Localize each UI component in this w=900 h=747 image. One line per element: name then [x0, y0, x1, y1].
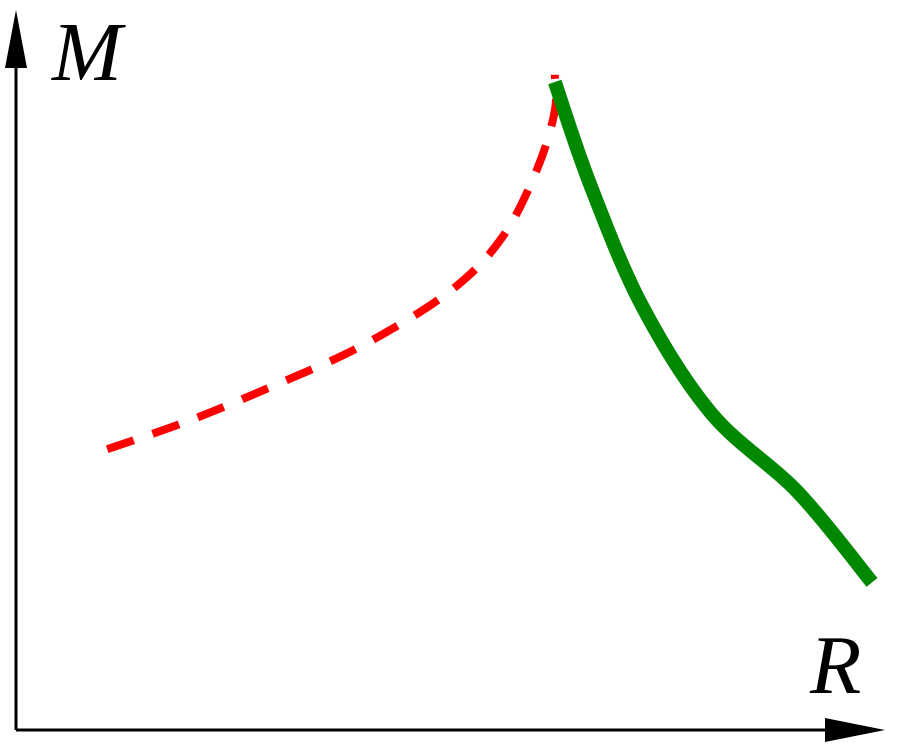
series-layer [105, 74, 878, 587]
x-axis-label: R [809, 619, 861, 712]
x-axis-arrow [825, 718, 885, 742]
y-axis-arrow [5, 10, 27, 68]
y-axis-label: M [51, 6, 126, 99]
solid-green-curve [548, 79, 878, 587]
dashed-red-curve [105, 74, 561, 453]
